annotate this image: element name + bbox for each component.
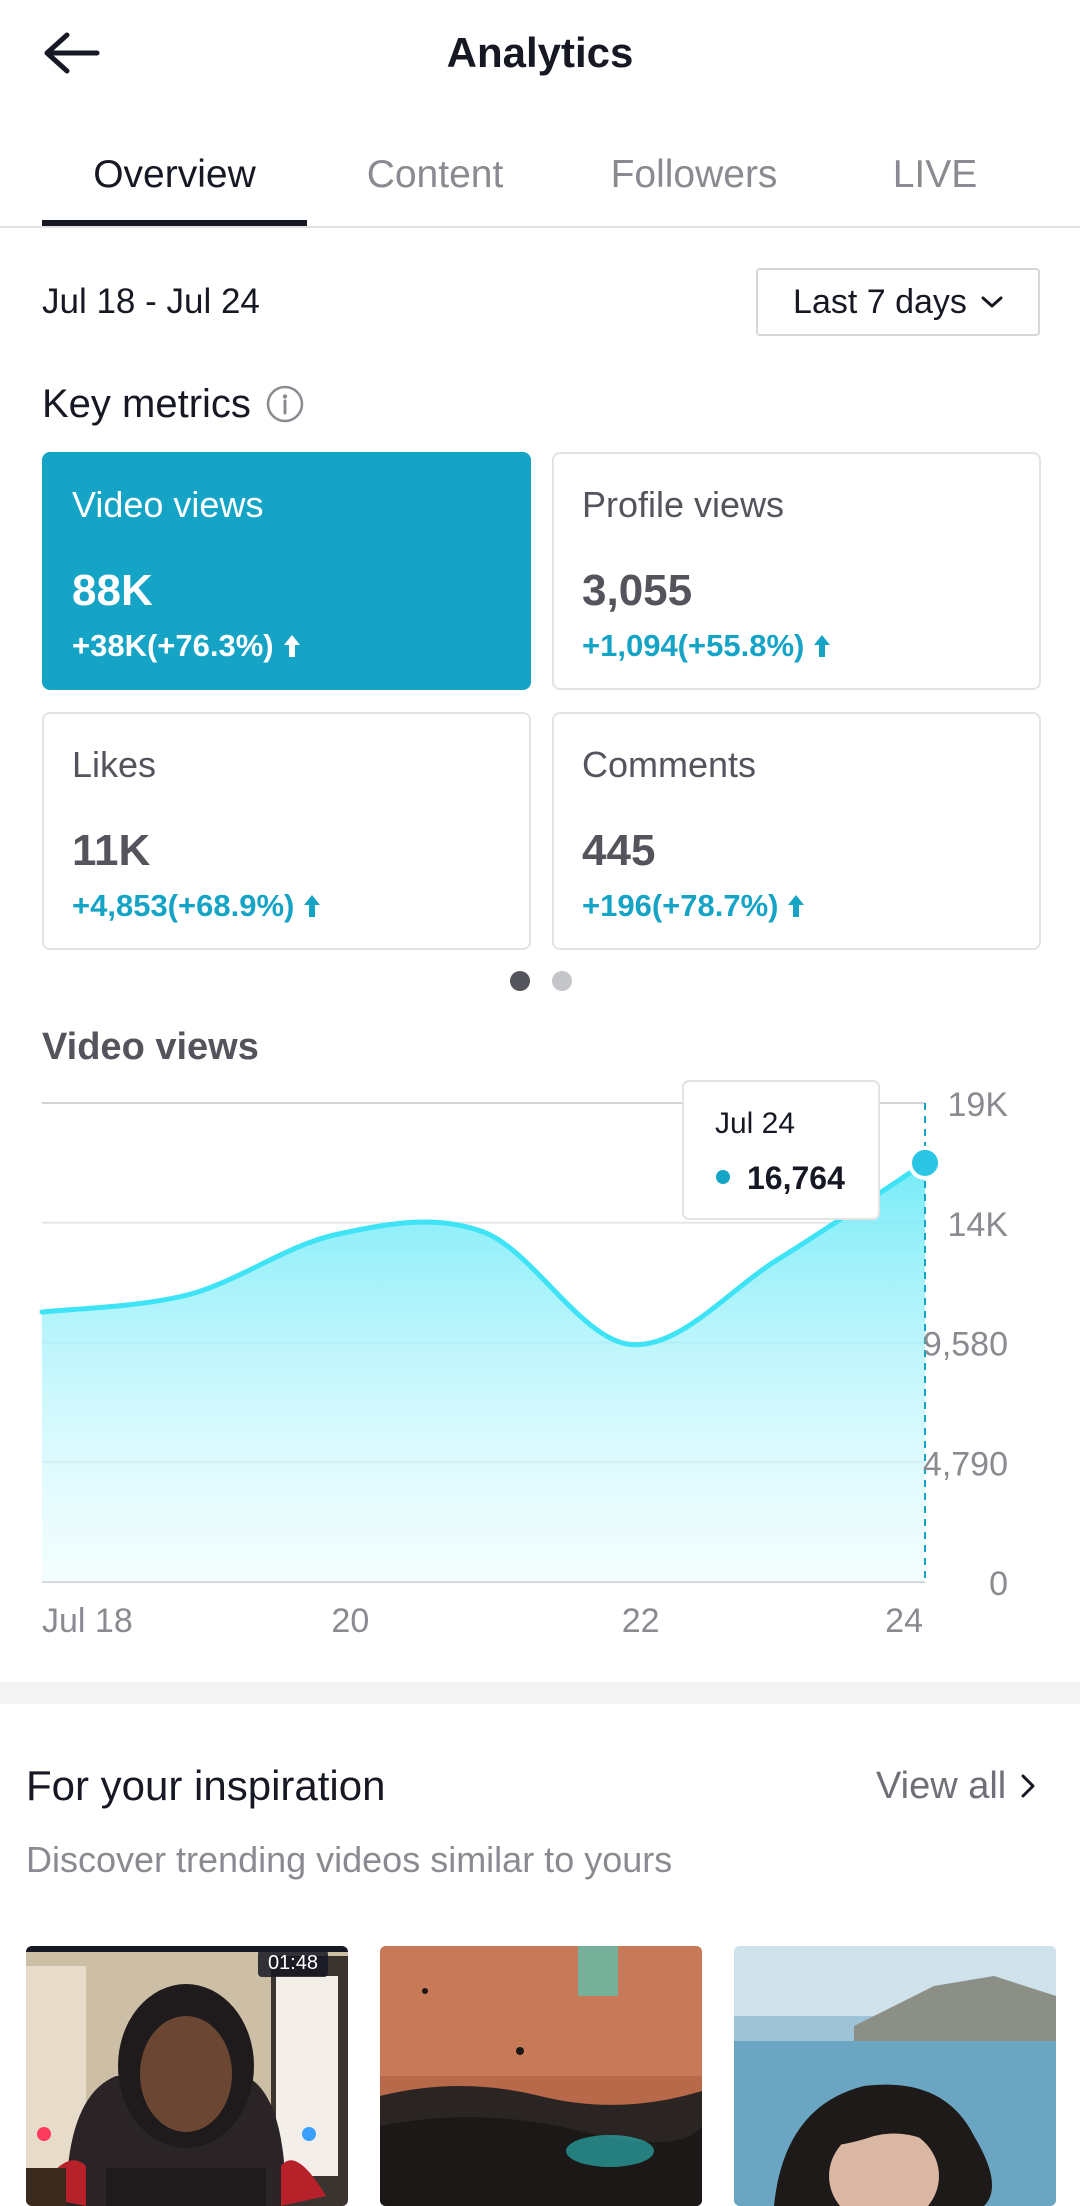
metric-card-comments[interactable]: Comments 445 +196(+78.7%) xyxy=(552,712,1041,950)
chart-line xyxy=(39,1160,928,1348)
metric-change-text: +38K(+76.3%) xyxy=(72,628,274,663)
y-tick-label: 0 xyxy=(989,1565,1008,1603)
chart-title: Video views xyxy=(42,1026,259,1068)
chevron-right-icon xyxy=(1021,1774,1035,1798)
date-range-dropdown[interactable]: Last 7 days xyxy=(756,268,1040,336)
key-metrics-heading: Key metrics xyxy=(42,378,305,430)
video-thumbnail-image xyxy=(380,1946,702,2206)
metric-change-text: +1,094(+55.8%) xyxy=(582,628,805,663)
metric-card-profile-views[interactable]: Profile views 3,055 +1,094(+55.8%) xyxy=(552,452,1041,690)
video-thumbnail[interactable] xyxy=(380,1946,702,2206)
metric-value: 445 xyxy=(582,826,656,875)
metric-value: 3,055 xyxy=(582,566,693,615)
date-range-dropdown-value: Last 7 days xyxy=(793,282,967,321)
x-tick-label: 20 xyxy=(331,1602,369,1640)
date-range-label: Jul 18 - Jul 24 xyxy=(42,282,260,321)
inspiration-title: For your inspiration xyxy=(26,1762,386,1809)
video-thumbnail[interactable] xyxy=(734,1946,1056,2206)
metric-label: Video views xyxy=(72,484,264,525)
metric-card-video-views[interactable]: Video views 88K +38K(+76.3%) xyxy=(42,452,531,690)
info-icon[interactable] xyxy=(265,384,305,424)
arrow-up-icon xyxy=(283,635,300,657)
metric-change: +196(+78.7%) xyxy=(582,886,806,926)
video-views-chart[interactable]: 0 4,790 9,580 14K 19K Jul 18 20 22 24 Jul 24 16,… xyxy=(0,1070,1080,1650)
metric-change: +38K(+76.3%) xyxy=(72,626,302,666)
y-tick-label: 19K xyxy=(948,1086,1009,1124)
view-all-link[interactable]: View all xyxy=(876,1760,1036,1812)
active-tab-indicator xyxy=(42,220,307,226)
metric-label: Likes xyxy=(72,744,157,785)
view-all-label: View all xyxy=(876,1765,1007,1807)
metric-value: 11K xyxy=(72,826,151,875)
y-tick-label: 9,580 xyxy=(923,1326,1008,1364)
video-thumbnail[interactable]: 01:48 xyxy=(26,1946,348,2206)
x-tick-label: Jul 18 xyxy=(42,1602,133,1640)
arrow-up-icon xyxy=(304,895,321,917)
tab-followers[interactable]: Followers xyxy=(610,153,778,196)
back-button[interactable] xyxy=(36,22,108,84)
page-title: Analytics xyxy=(446,29,634,76)
tab-overview[interactable]: Overview xyxy=(93,153,256,196)
metric-change-text: +196(+78.7%) xyxy=(582,888,779,923)
section-divider xyxy=(0,1682,1080,1704)
x-tick-label: 24 xyxy=(885,1602,923,1640)
tab-content[interactable]: Content xyxy=(366,153,504,196)
metric-label: Profile views xyxy=(582,484,785,525)
page-indicator-dot[interactable] xyxy=(552,971,572,991)
metric-value: 88K xyxy=(72,566,153,615)
tab-bar: Overview Content Followers LIVE xyxy=(0,130,1080,228)
metric-card-likes[interactable]: Likes 11K +4,853(+68.9%) xyxy=(42,712,531,950)
y-tick-label: 4,790 xyxy=(923,1445,1008,1483)
y-tick-label: 14K xyxy=(948,1206,1009,1244)
x-tick-label: 22 xyxy=(622,1602,660,1640)
inspiration-subtitle: Discover trending videos similar to your… xyxy=(26,1839,673,1880)
thumbnail-badge: 01:48 xyxy=(257,1950,328,1977)
arrow-left-icon xyxy=(44,32,100,74)
video-thumbnail-image xyxy=(26,1946,348,2206)
key-metrics-title: Key metrics xyxy=(42,382,251,426)
metric-change: +4,853(+68.9%) xyxy=(72,886,322,926)
chevron-down-icon xyxy=(981,296,1003,308)
video-thumbnail-image xyxy=(734,1946,1056,2206)
tab-live[interactable]: LIVE xyxy=(892,153,978,196)
metric-change: +1,094(+55.8%) xyxy=(582,626,832,666)
metric-change-text: +4,853(+68.9%) xyxy=(72,888,295,923)
arrow-up-icon xyxy=(788,895,805,917)
chart-area xyxy=(42,1162,925,1582)
tooltip-date: Jul 24 xyxy=(715,1107,795,1140)
page-indicator-dot-active[interactable] xyxy=(510,971,530,991)
tooltip-value: 16,764 xyxy=(747,1160,845,1196)
metric-label: Comments xyxy=(582,744,757,785)
app-header: Analytics xyxy=(0,0,1080,106)
data-point-marker xyxy=(908,1145,942,1180)
arrow-up-icon xyxy=(814,635,831,657)
chart-tooltip xyxy=(682,1080,880,1220)
tooltip-dot xyxy=(716,1170,730,1184)
